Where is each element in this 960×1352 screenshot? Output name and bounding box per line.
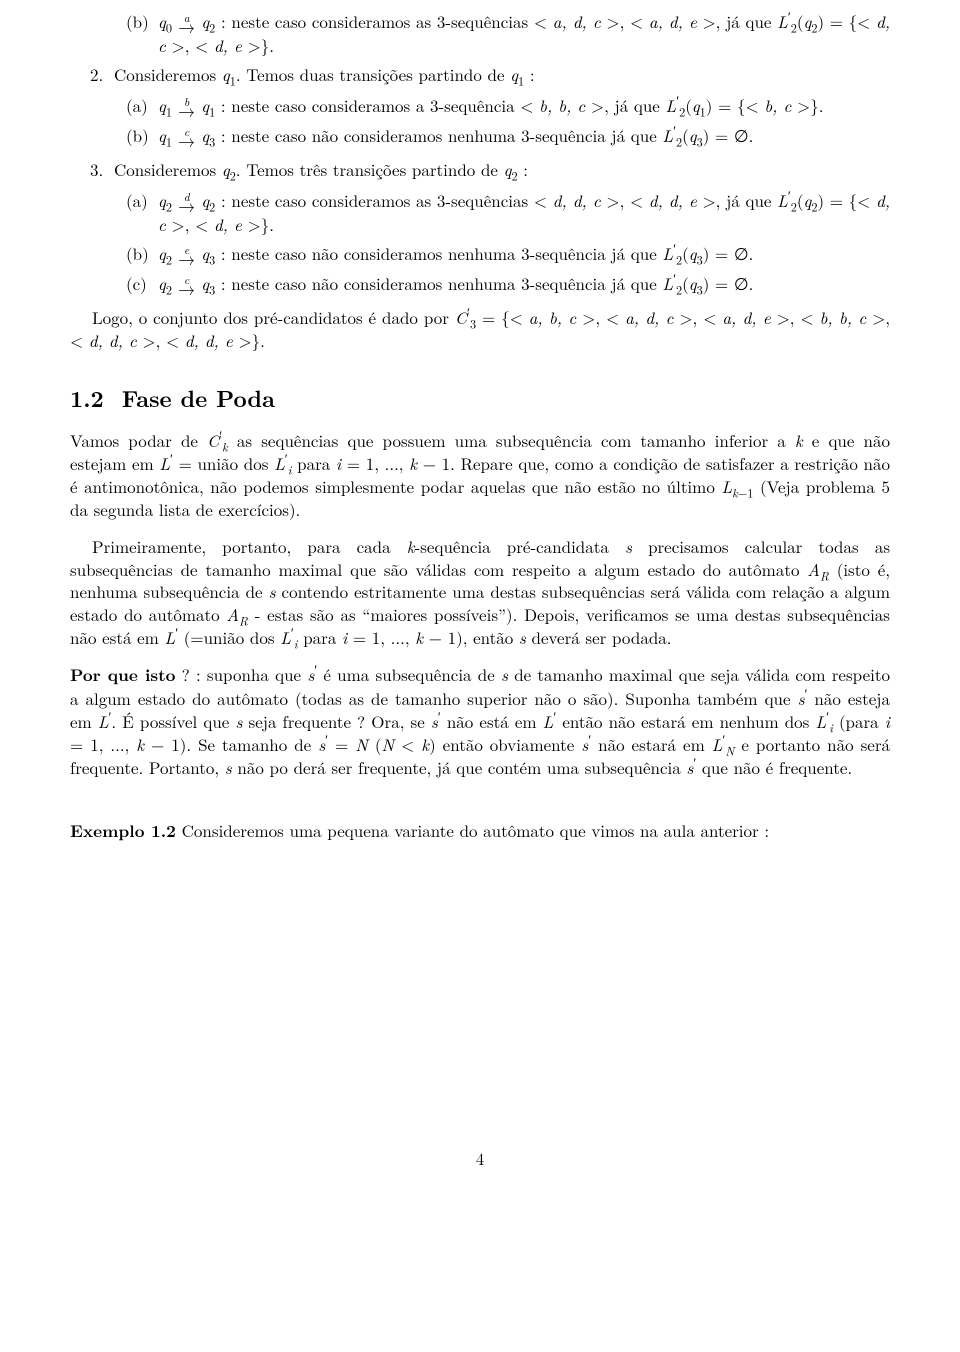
porque-label: Por que isto	[70, 663, 175, 687]
num2-content: Consideremos q1. Temos duas transições p…	[114, 63, 890, 86]
exemplo-text: Consideremos uma pequena variante do aut…	[182, 818, 769, 842]
exemplo-paragraph: Exemplo 1.2 Consideremos uma pequena var…	[70, 819, 890, 843]
poda-paragraph-2: Primeiramente, portanto, para cada k-seq…	[70, 535, 890, 650]
list-item-3c: (c) q2 c→ q3 : neste caso não consideram…	[126, 272, 890, 296]
item-3a-content: q2 d→ q2 : neste caso consideramos as 3-…	[158, 189, 890, 236]
list-item-2a: (a) q1 b→ q1 : neste caso consideramos a…	[126, 94, 890, 118]
num3-label: 3.	[90, 158, 114, 181]
item-2a-content: q1 b→ q1 : neste caso consideramos a 3-s…	[158, 94, 890, 118]
item-2a-label: (a)	[126, 94, 158, 117]
list-item-3a: (a) q2 d→ q2 : neste caso consideramos a…	[126, 189, 890, 236]
page-number: 4	[70, 857, 890, 1170]
item-2b-label: (b)	[126, 124, 158, 147]
list-item-3b: (b) q2 e→ q3 : neste caso não consideram…	[126, 242, 890, 266]
numbered-item-2: 2. Consideremos q1. Temos duas transiçõe…	[90, 63, 890, 86]
item-2b-content: q1 c→ q3 : neste caso não consideramos n…	[158, 124, 890, 148]
item-3c-label: (c)	[126, 272, 158, 295]
item-3c-content: q2 c→ q3 : neste caso não consideramos n…	[158, 272, 890, 296]
item-3b-label: (b)	[126, 242, 158, 265]
item-1b-label: (b)	[126, 10, 158, 33]
logo-paragraph: Logo, o conjunto dos pré-candidatos é da…	[70, 306, 890, 352]
poda-paragraph-1: Vamos podar de C′k as sequências que pos…	[70, 429, 890, 521]
numbered-item-3: 3. Consideremos q2. Temos três transiçõe…	[90, 158, 890, 181]
item-3b-content: q2 e→ q3 : neste caso não consideramos n…	[158, 242, 890, 266]
item-3a-label: (a)	[126, 189, 158, 212]
section-heading: 1.2 Fase de Poda	[70, 382, 890, 413]
section-number: 1.2	[70, 381, 104, 414]
section-title-text: Fase de Poda	[122, 381, 275, 414]
exemplo-label: Exemplo 1.2	[70, 819, 176, 843]
list-item-1b: (b) q0 a→ q2 : neste caso consideramos a…	[126, 10, 890, 57]
porque-paragraph: Por que isto ? : suponha que s′ é uma su…	[70, 663, 890, 779]
num2-label: 2.	[90, 63, 114, 86]
num3-content: Consideremos q2. Temos três transições p…	[114, 158, 890, 181]
item-1b-content: q0 a→ q2 : neste caso consideramos as 3-…	[158, 10, 890, 57]
list-item-2b: (b) q1 c→ q3 : neste caso não consideram…	[126, 124, 890, 148]
